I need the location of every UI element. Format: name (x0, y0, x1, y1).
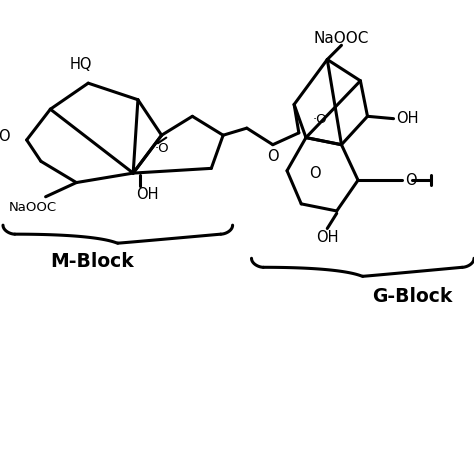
Text: ·O: ·O (313, 113, 328, 126)
Text: NaOOC: NaOOC (9, 201, 57, 214)
Text: ·O: ·O (155, 142, 169, 155)
Text: HQ: HQ (70, 57, 92, 72)
Text: O: O (310, 165, 321, 181)
Text: O: O (0, 129, 10, 144)
Text: O: O (267, 149, 279, 164)
Text: OH: OH (396, 111, 419, 126)
Text: M-Block: M-Block (50, 252, 134, 271)
Text: G-Block: G-Block (372, 287, 453, 306)
Text: O: O (405, 173, 417, 188)
Text: OH: OH (136, 187, 159, 202)
Text: OH: OH (316, 229, 338, 245)
Text: NaOOC: NaOOC (314, 31, 369, 46)
